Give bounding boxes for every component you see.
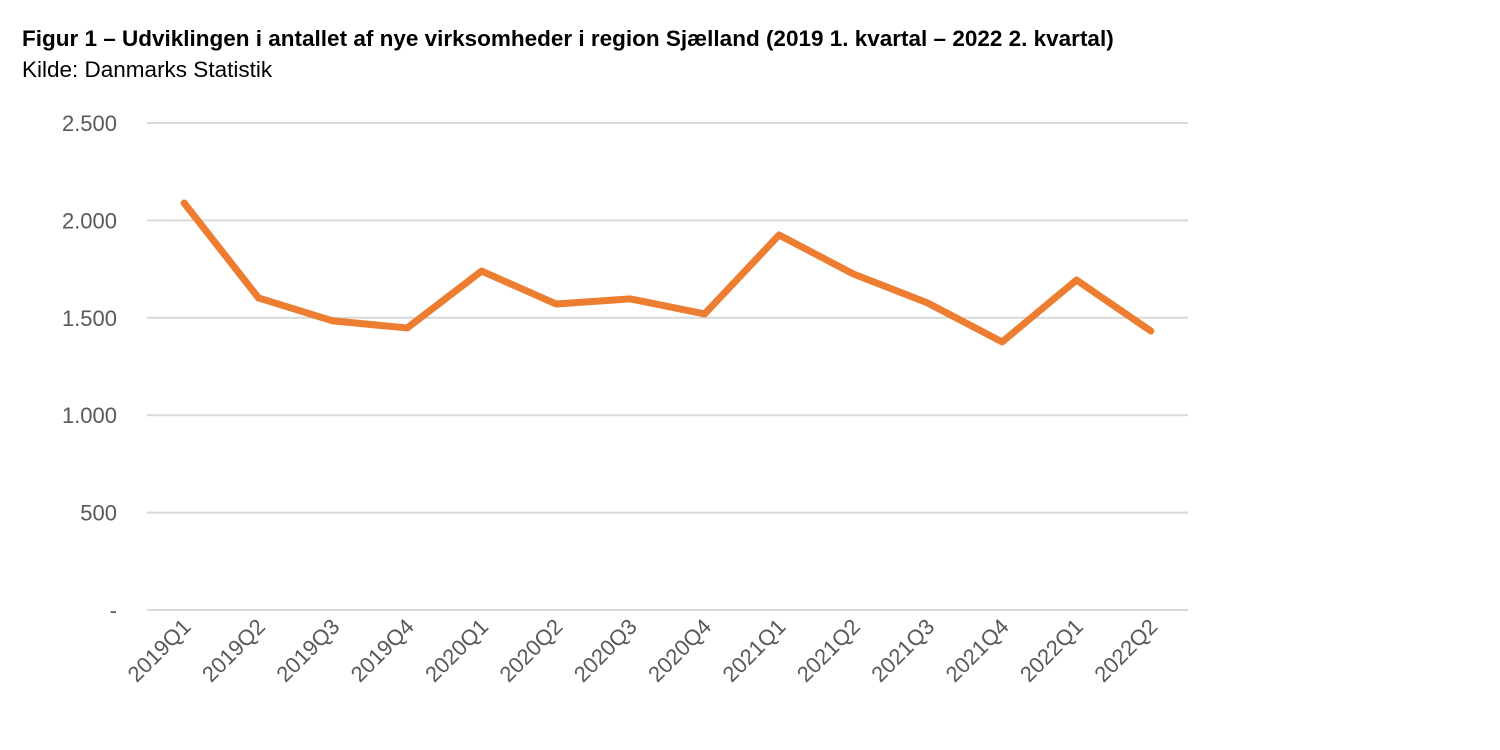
y-tick-label: 2.000 — [62, 208, 117, 233]
y-tick-label: 1.000 — [62, 403, 117, 428]
x-tick-label: 2022Q2 — [1089, 614, 1162, 687]
x-tick-label: 2019Q2 — [197, 614, 270, 687]
x-tick-label: 2021Q4 — [941, 614, 1014, 687]
chart-title: Figur 1 – Udviklingen i antallet af nye … — [22, 26, 1114, 51]
x-tick-label: 2020Q2 — [494, 614, 567, 687]
x-tick-label: 2021Q2 — [792, 614, 865, 687]
y-tick-label: 500 — [80, 501, 117, 526]
x-tick-label: 2020Q1 — [420, 614, 493, 687]
x-tick-label: 2020Q4 — [643, 614, 716, 687]
x-tick-label: 2020Q3 — [569, 614, 642, 687]
x-tick-label: 2021Q1 — [718, 614, 791, 687]
chart-source: Kilde: Danmarks Statistik — [22, 57, 273, 82]
x-tick-label: 2022Q1 — [1015, 614, 1088, 687]
x-tick-label: 2021Q3 — [866, 614, 939, 687]
y-tick-label: 2.500 — [62, 111, 117, 136]
series-line — [180, 199, 1155, 346]
x-tick-label: 2019Q4 — [346, 614, 419, 687]
y-tick-label: 1.500 — [62, 306, 117, 331]
x-tick-label: 2019Q1 — [123, 614, 196, 687]
x-tick-label: 2019Q3 — [271, 614, 344, 687]
y-tick-label: - — [110, 598, 117, 623]
